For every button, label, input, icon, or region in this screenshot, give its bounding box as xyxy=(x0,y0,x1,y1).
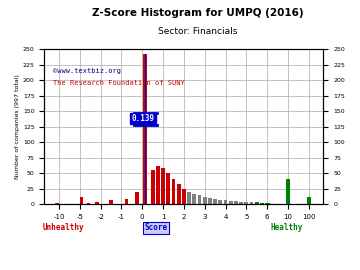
Bar xyxy=(151,170,154,204)
Text: The Research Foundation of SUNY: The Research Foundation of SUNY xyxy=(53,80,184,86)
Bar xyxy=(229,201,233,204)
Bar xyxy=(260,203,264,204)
Text: Healthy: Healthy xyxy=(271,224,303,232)
Text: Sector: Financials: Sector: Financials xyxy=(158,27,238,36)
Bar xyxy=(86,203,90,204)
Y-axis label: Number of companies (997 total): Number of companies (997 total) xyxy=(15,74,20,179)
Text: Unhealthy: Unhealthy xyxy=(43,224,85,232)
Bar xyxy=(239,202,243,204)
Bar xyxy=(135,192,139,204)
Bar xyxy=(265,203,269,204)
Bar xyxy=(172,179,175,204)
Bar xyxy=(187,192,191,204)
Bar xyxy=(198,195,201,204)
Bar xyxy=(177,184,181,204)
Bar xyxy=(143,54,147,204)
Bar xyxy=(55,203,59,204)
Bar xyxy=(255,202,258,204)
Bar xyxy=(213,199,217,204)
Bar xyxy=(224,200,228,204)
Bar xyxy=(80,197,84,204)
Bar xyxy=(250,202,253,204)
Bar xyxy=(234,201,238,204)
Bar xyxy=(267,203,270,204)
Text: ©www.textbiz.org: ©www.textbiz.org xyxy=(53,68,121,74)
Bar xyxy=(286,179,290,204)
Bar xyxy=(161,168,165,204)
Bar xyxy=(95,202,99,204)
Bar xyxy=(244,202,248,204)
Text: Score: Score xyxy=(144,224,167,232)
Text: 0.139: 0.139 xyxy=(131,114,154,123)
Bar xyxy=(109,200,113,204)
Bar xyxy=(208,198,212,204)
Bar xyxy=(203,197,207,204)
Bar xyxy=(307,197,311,204)
Bar xyxy=(156,166,160,204)
Bar xyxy=(219,200,222,204)
Bar xyxy=(286,195,290,204)
Bar xyxy=(193,194,196,204)
Bar xyxy=(125,199,129,204)
Bar xyxy=(182,189,186,204)
Text: Z-Score Histogram for UMPQ (2016): Z-Score Histogram for UMPQ (2016) xyxy=(92,8,304,18)
Bar xyxy=(166,173,170,204)
